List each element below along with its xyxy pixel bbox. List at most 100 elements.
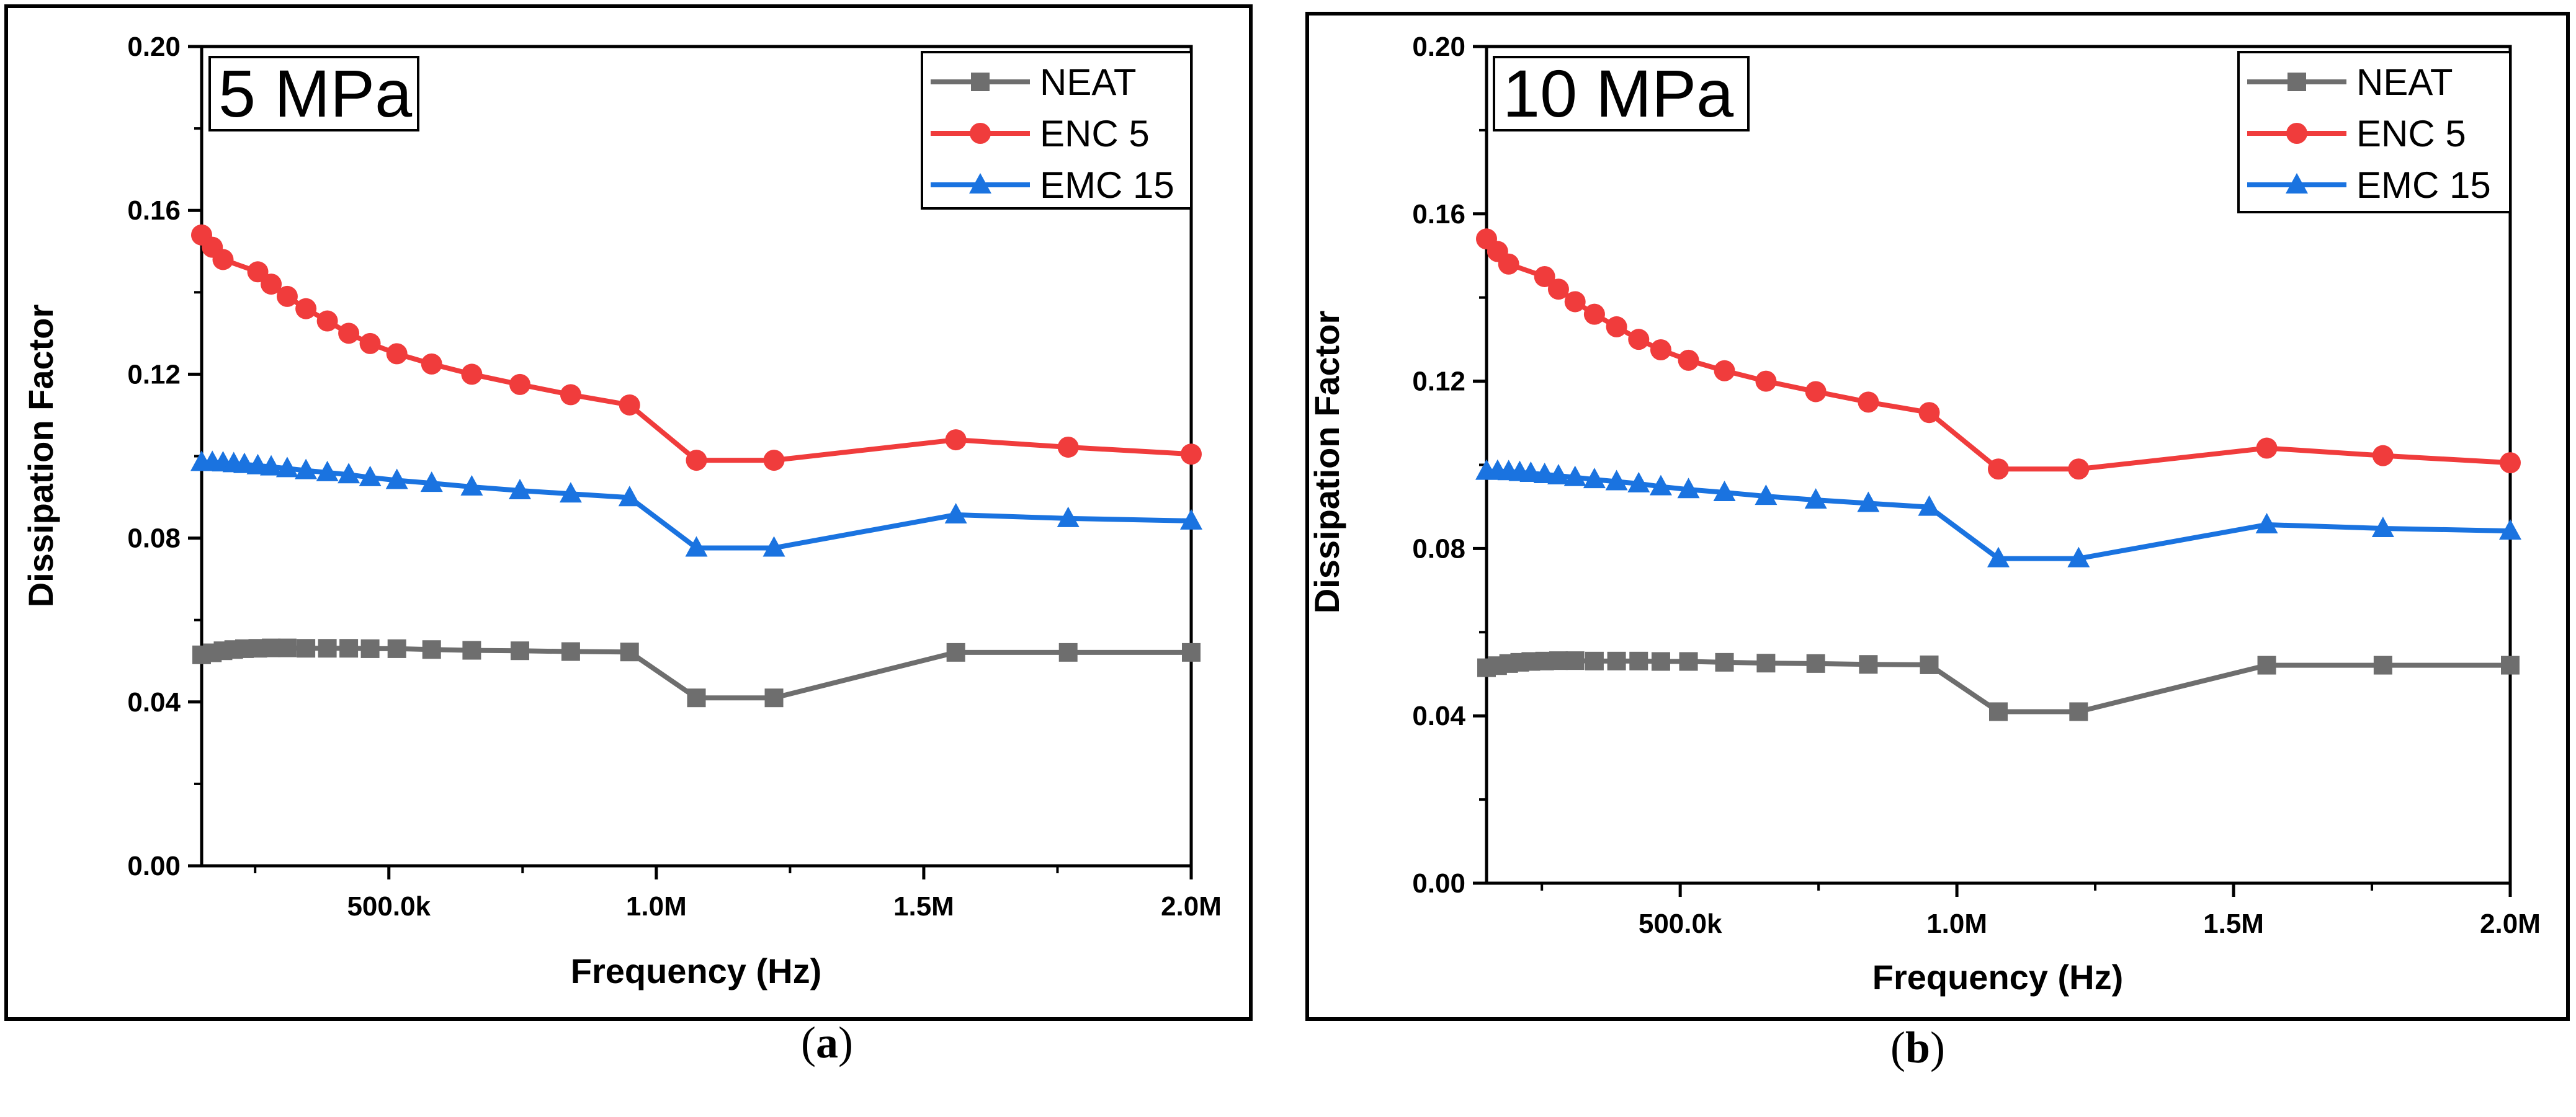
data-point <box>386 343 408 365</box>
legend-marker <box>2288 73 2306 91</box>
data-point <box>1498 253 1519 275</box>
data-point <box>1805 381 1827 403</box>
data-point <box>387 639 406 658</box>
data-point <box>297 639 316 658</box>
data-point <box>1180 509 1202 530</box>
panel-frame <box>1305 12 2570 1021</box>
data-point <box>1181 443 1202 465</box>
data-point <box>339 639 359 658</box>
data-point <box>275 456 298 478</box>
data-point <box>462 641 481 660</box>
data-point <box>559 482 582 503</box>
legend-marker <box>969 173 991 194</box>
x-tick-label: 1.5M <box>893 891 954 922</box>
series-line <box>1484 237 2511 472</box>
data-point <box>763 450 785 471</box>
data-point <box>338 463 360 484</box>
y-tick-label: 0.00 <box>1412 868 1465 899</box>
data-point <box>1920 655 1939 674</box>
y-tick-label: 0.00 <box>127 851 181 881</box>
data-point <box>1585 651 1604 670</box>
x-tick-label: 500.0k <box>1639 909 1722 939</box>
data-point <box>561 642 580 661</box>
data-point <box>359 465 382 486</box>
data-point <box>944 502 967 523</box>
data-point <box>460 475 483 496</box>
legend-label: ENC 5 <box>1040 113 1150 154</box>
series-line <box>199 233 1192 463</box>
data-point <box>246 453 269 474</box>
data-point <box>509 373 530 395</box>
data-point <box>2255 512 2278 533</box>
data-point <box>1533 463 1556 484</box>
data-point <box>1627 471 1650 492</box>
y-axis-title: Dissipation Factor <box>21 305 60 608</box>
data-point <box>619 394 640 416</box>
data-point <box>318 639 337 658</box>
y-tick-label: 0.08 <box>127 523 181 554</box>
data-point <box>1583 468 1606 489</box>
pressure-label: 10 MPa <box>1503 56 1734 131</box>
data-point <box>1650 339 1671 361</box>
data-point <box>1563 465 1586 486</box>
data-point <box>385 468 408 489</box>
data-point <box>2069 702 2088 721</box>
data-point <box>276 285 298 307</box>
y-tick-label: 0.04 <box>127 687 181 718</box>
x-tick-label: 1.0M <box>1926 909 1987 939</box>
legend-label: EMC 15 <box>1040 164 1174 206</box>
data-point <box>2256 437 2278 459</box>
y-tick-label: 0.12 <box>1412 367 1465 397</box>
data-point <box>360 639 380 658</box>
y-tick-label: 0.16 <box>1412 199 1465 229</box>
data-point <box>618 486 641 507</box>
chart-panel-a: 0.00 0.04 0.08 0.12 0.16 0.20 500.0k 1.0M 1.5M 2.… <box>4 4 1253 1067</box>
data-point <box>316 310 338 332</box>
series-neat <box>1477 651 2520 721</box>
legend-label: EMC 15 <box>2356 164 2491 206</box>
data-point <box>1058 643 1078 662</box>
legend: NEAT ENC 5 EMC 15 <box>2237 51 2511 213</box>
data-point <box>422 640 441 659</box>
x-tick-label: 1.0M <box>626 891 687 922</box>
data-point <box>420 471 443 492</box>
data-point <box>1057 436 1079 458</box>
data-point <box>2372 445 2394 466</box>
series-neat <box>192 638 1201 708</box>
data-point <box>763 536 785 557</box>
pressure-box <box>1493 56 1750 131</box>
data-point <box>2501 656 2520 675</box>
data-point <box>2499 519 2521 540</box>
data-point <box>687 688 706 708</box>
y-tick-label: 0.08 <box>1412 533 1465 564</box>
data-point <box>1989 702 2008 721</box>
data-point <box>686 450 707 471</box>
y-tick-label: 0.16 <box>127 195 181 226</box>
data-point <box>1565 651 1585 670</box>
data-point <box>1519 461 1542 482</box>
data-point <box>1629 651 1648 670</box>
data-point <box>1756 654 1776 673</box>
series-enc-5 <box>191 224 1202 471</box>
y-tick-label: 0.20 <box>1412 32 1465 62</box>
data-point <box>1547 464 1570 485</box>
pressure-box <box>208 56 419 131</box>
legend-label: NEAT <box>2356 61 2453 103</box>
legend-marker <box>2286 173 2308 194</box>
data-point <box>2068 458 2090 480</box>
data-point <box>945 429 967 451</box>
panel-caption: (b) <box>1890 1023 1945 1072</box>
data-point <box>1859 655 1878 674</box>
data-point <box>1549 651 1568 670</box>
x-tick-label: 2.0M <box>2480 909 2541 939</box>
data-point <box>247 261 269 283</box>
legend-marker <box>2286 123 2307 144</box>
data-point <box>1605 469 1628 491</box>
legend-marker <box>970 123 991 144</box>
data-point <box>1714 360 1735 381</box>
data-point <box>2373 656 2392 675</box>
data-point <box>316 460 339 481</box>
data-point <box>1755 370 1777 392</box>
x-axis-title: Frequency (Hz) <box>571 951 822 990</box>
